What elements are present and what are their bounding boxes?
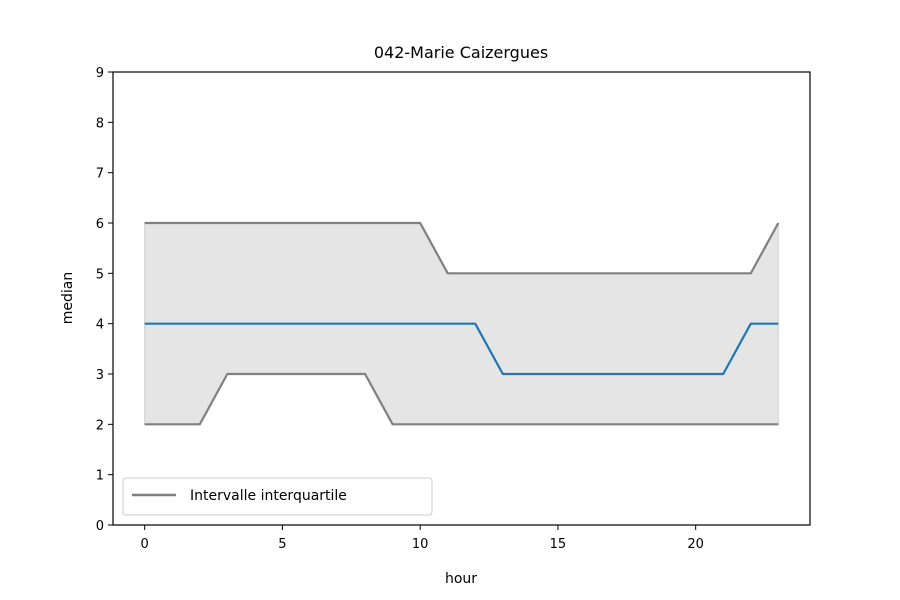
x-tick-label: 0 xyxy=(141,537,149,552)
plot-area: 0 5 10 15 20 0 1 2 3 4 5 6 7 8 9 xyxy=(96,66,811,552)
y-tick-label: 9 xyxy=(96,66,104,81)
series-median xyxy=(144,322,779,376)
y-tick-label: 7 xyxy=(96,167,104,182)
legend: Intervalle interquartile xyxy=(122,477,433,516)
x-axis-label: hour xyxy=(445,571,477,587)
y-tick-label: 5 xyxy=(96,267,104,282)
x-tick-label: 10 xyxy=(412,537,429,552)
y-tick-label: 8 xyxy=(96,116,104,131)
legend-label-interquartile: Intervalle interquartile xyxy=(190,488,347,504)
series-upper-quartile xyxy=(144,221,780,275)
x-tick-label: 15 xyxy=(550,537,567,552)
y-tick-label: 0 xyxy=(96,519,104,534)
y-tick-label: 4 xyxy=(96,318,104,333)
y-tick-label: 3 xyxy=(96,368,104,383)
x-tick-label: 5 xyxy=(278,537,286,552)
y-tick-label: 2 xyxy=(96,418,104,433)
legend-frame xyxy=(122,477,433,516)
axes-frame xyxy=(112,71,811,526)
x-tick-label: 20 xyxy=(687,537,704,552)
series-lower-quartile xyxy=(144,372,779,426)
y-tick-label: 6 xyxy=(96,217,104,232)
y-axis-label: median xyxy=(60,272,76,324)
y-tick-label: 1 xyxy=(96,469,104,484)
chart-title: 042-Marie Caizergues xyxy=(374,43,548,62)
